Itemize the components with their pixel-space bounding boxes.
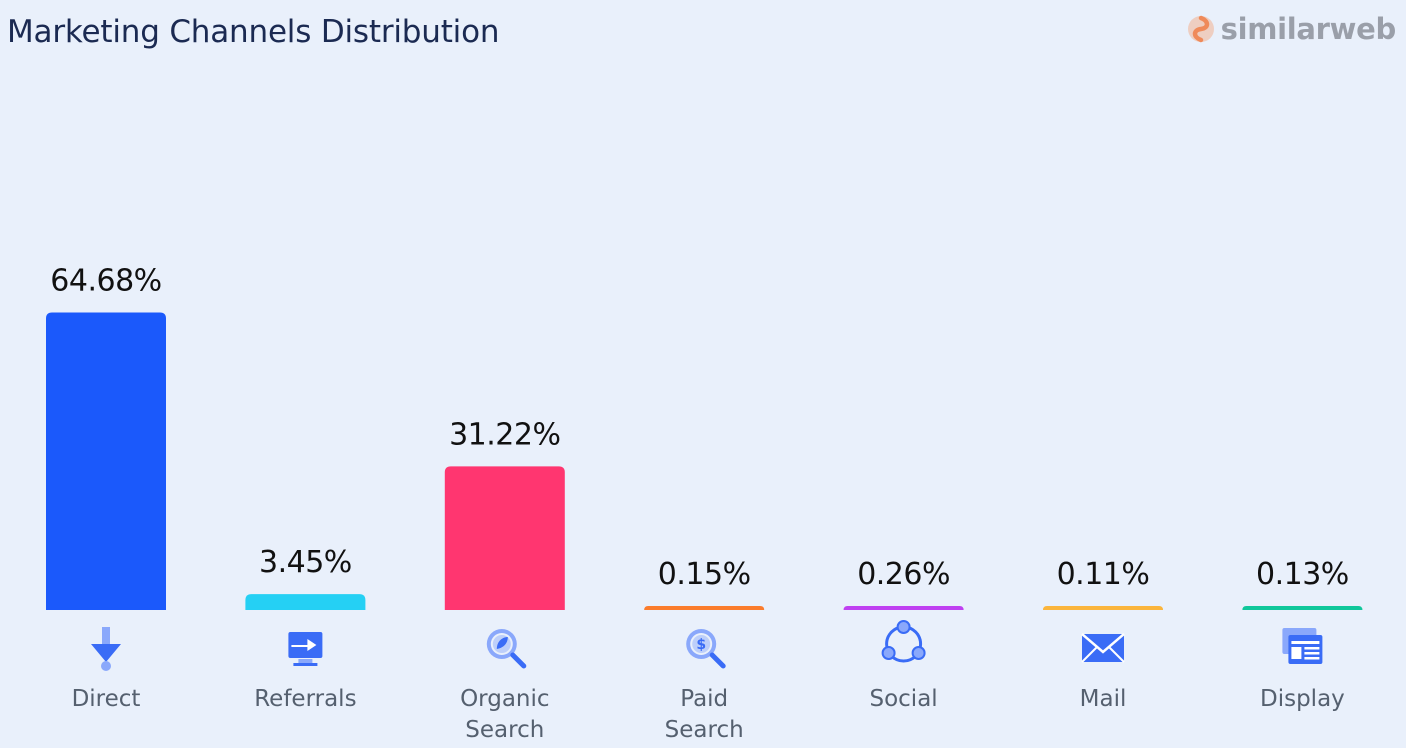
category-label: Social <box>869 686 937 712</box>
direct-arrow-icon <box>91 627 121 671</box>
bar-referrals <box>245 594 366 610</box>
display-window-icon <box>1282 628 1323 664</box>
bar-mail <box>1043 606 1163 610</box>
category-label: Direct <box>72 686 141 712</box>
brand-logo: similarweb <box>1187 12 1396 46</box>
value-label: 64.68% <box>50 263 161 298</box>
similarweb-logo-icon <box>1187 15 1214 43</box>
bar-social <box>843 606 964 610</box>
value-label: 3.45% <box>259 545 352 580</box>
category-label: Display <box>1260 686 1345 712</box>
paid-search-icon: $ <box>686 629 726 669</box>
category-label: Mail <box>1080 686 1127 712</box>
bar-paid-search <box>644 606 765 610</box>
value-label: 31.22% <box>449 417 560 452</box>
category-label: Organic <box>460 686 549 712</box>
organic-search-icon <box>486 629 527 669</box>
bar-organic-search <box>444 466 565 610</box>
category-label: Search <box>465 717 544 743</box>
category-label: Search <box>665 717 744 743</box>
brand-name: similarweb <box>1220 12 1397 46</box>
chart-title: Marketing Channels Distribution <box>7 14 500 50</box>
social-share-icon <box>881 620 926 663</box>
value-label: 0.26% <box>857 557 950 592</box>
value-label: 0.15% <box>658 557 751 592</box>
mail-envelope-icon <box>1081 633 1125 663</box>
svg-text:$: $ <box>696 637 706 653</box>
category-label: Referrals <box>254 686 356 712</box>
value-label: 0.13% <box>1256 557 1349 592</box>
value-label: 0.11% <box>1057 557 1150 592</box>
bar-direct <box>46 312 166 610</box>
referrals-monitor-icon <box>288 632 323 666</box>
bar-display <box>1242 606 1363 610</box>
category-label: Paid <box>680 686 728 712</box>
